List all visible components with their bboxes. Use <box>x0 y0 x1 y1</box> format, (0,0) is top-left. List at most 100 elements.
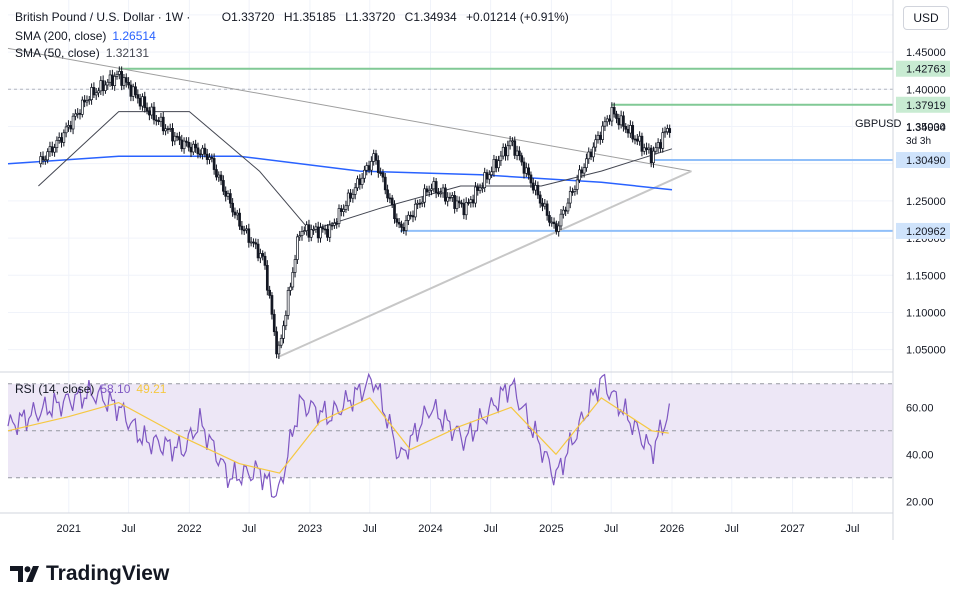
candle-body <box>194 143 197 149</box>
candle-body <box>485 172 489 180</box>
candle-body <box>538 194 542 204</box>
candle-body <box>235 212 239 216</box>
candle-body <box>272 313 276 333</box>
candle-body <box>640 135 644 152</box>
candle-body <box>386 189 389 199</box>
candle-body <box>395 218 399 223</box>
candle-body <box>282 325 285 339</box>
time-tick-label: 2026 <box>660 523 684 535</box>
candle-body <box>506 145 510 157</box>
timer-label: 3d 3h <box>906 136 931 147</box>
candle-body <box>46 151 49 161</box>
legend-main: British Pound / U.S. Dollar · 1W · O1.33… <box>15 10 575 24</box>
candle-body <box>298 235 302 238</box>
rsi-label: RSI (14, close) <box>15 382 95 396</box>
candle-body <box>404 220 408 231</box>
candle-body <box>321 227 325 230</box>
candle-body <box>467 202 470 204</box>
time-tick-label: Jul <box>363 523 377 535</box>
candle-body <box>286 290 290 316</box>
candle-body <box>656 142 660 149</box>
candle-body <box>187 141 191 148</box>
candle-body <box>134 86 137 95</box>
level-price-label: 1.40000 <box>906 84 946 96</box>
candle-body <box>277 344 281 355</box>
candle-body <box>76 112 80 115</box>
candle-body <box>633 138 637 141</box>
candle-body <box>141 96 144 107</box>
candle-body <box>99 80 103 92</box>
candle-body <box>92 87 96 96</box>
time-tick-label: 2022 <box>177 523 201 535</box>
candle-body <box>152 106 156 121</box>
candle-body <box>182 140 186 150</box>
candle-body <box>145 107 149 112</box>
candle-body <box>115 73 119 77</box>
level-price-label: 1.30490 <box>906 155 946 167</box>
candle-body <box>504 146 507 157</box>
candle-body <box>122 77 126 86</box>
candle-body <box>411 215 415 218</box>
candle-body <box>154 119 158 122</box>
candle-body <box>536 185 540 196</box>
candle-body <box>210 156 214 159</box>
candle-body <box>603 121 607 127</box>
candle-body <box>566 202 570 212</box>
legend-sma50: SMA (50, close) 1.32131 <box>15 46 155 60</box>
candle-body <box>80 99 84 115</box>
candle-body <box>127 81 130 86</box>
candle-body <box>524 167 528 174</box>
candle-body <box>219 174 223 181</box>
candle-body <box>222 180 225 192</box>
candle-body <box>349 192 352 199</box>
candle-body <box>450 195 454 198</box>
tradingview-logo[interactable]: TradingView <box>10 562 169 586</box>
candle-body <box>601 125 604 140</box>
candle-body <box>531 182 535 191</box>
candle-body <box>434 181 438 194</box>
time-tick-label: Jul <box>122 523 136 535</box>
candle-body <box>432 181 436 190</box>
candle-body <box>224 190 228 197</box>
candle-body <box>372 153 376 162</box>
candle-body <box>529 174 533 184</box>
candle-body <box>328 224 332 238</box>
close-label: C <box>404 10 414 24</box>
candle-body <box>425 188 429 193</box>
candle-body <box>527 167 530 176</box>
candle-body <box>608 118 611 122</box>
candle-body <box>50 146 54 153</box>
candle-body <box>402 227 406 231</box>
candle-body <box>367 165 371 171</box>
candle-body <box>501 146 505 157</box>
candle-body <box>173 135 177 142</box>
candle-body <box>582 167 586 174</box>
candle-body <box>265 264 269 291</box>
candle-body <box>573 189 577 192</box>
candle-body <box>48 146 52 153</box>
candle-body <box>460 202 463 205</box>
candle-body <box>587 151 591 160</box>
candle-body <box>397 221 401 225</box>
candle-body <box>441 187 445 194</box>
currency-button[interactable]: USD <box>903 6 949 30</box>
candle-body <box>339 208 343 212</box>
candle-body <box>346 192 350 207</box>
candle-body <box>150 106 154 116</box>
candle-body <box>94 92 98 96</box>
candle-body <box>518 150 521 157</box>
level-price-tag <box>896 96 950 113</box>
price-tick-label: 1.05000 <box>906 345 946 357</box>
candle-body <box>437 192 440 195</box>
candle-body <box>557 225 561 232</box>
candle-body <box>180 139 184 150</box>
candle-body <box>101 80 105 91</box>
candle-body <box>53 147 56 153</box>
time-tick-label: Jul <box>845 523 859 535</box>
candle-body <box>360 177 364 185</box>
candle-body <box>409 214 413 217</box>
candle-body <box>471 199 475 204</box>
candle-body <box>513 140 517 156</box>
candle-body <box>90 87 93 101</box>
